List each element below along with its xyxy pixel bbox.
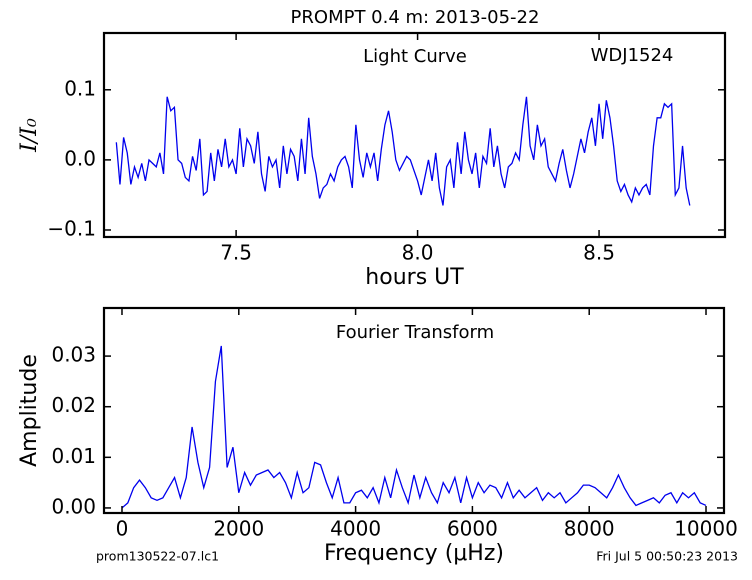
- data-line: [121, 345, 707, 509]
- y-tick-label: −0.1: [47, 216, 96, 240]
- footer-right: Fri Jul 5 00:50:23 2013: [596, 549, 738, 564]
- x-axis-label: hours UT: [365, 265, 464, 290]
- x-tick-label: 10000: [674, 517, 738, 541]
- y-tick-label: 0.03: [51, 343, 96, 367]
- axes-frame: [102, 306, 726, 515]
- x-tick-label: 2000: [213, 517, 264, 541]
- y-axis-label: Amplitude: [17, 354, 42, 467]
- x-tick-label: 8.0: [402, 241, 434, 265]
- annotation: WDJ1524: [591, 45, 674, 66]
- x-tick-label: 4000: [330, 517, 381, 541]
- axes-frame: [102, 31, 727, 239]
- annotation: Fourier Transform: [336, 322, 494, 343]
- y-tick-label: 0.01: [51, 444, 96, 468]
- x-tick-label: 7.5: [220, 241, 252, 265]
- data-line: [115, 96, 691, 206]
- y-axis-label: I/I₀: [17, 118, 42, 153]
- annotation: Light Curve: [363, 46, 467, 67]
- x-tick-label: 8.5: [583, 241, 615, 265]
- y-tick-label: 0.00: [51, 494, 96, 518]
- x-axis-label: Frequency (μHz): [324, 541, 504, 566]
- x-tick-label: 8000: [564, 517, 615, 541]
- x-tick-label: 6000: [447, 517, 498, 541]
- y-tick-label: 0.02: [51, 393, 96, 417]
- x-tick-label: 0: [116, 517, 129, 541]
- footer-left: prom130522-07.lc1: [96, 549, 219, 564]
- chart-title: PROMPT 0.4 m: 2013-05-22: [291, 7, 540, 28]
- y-tick-label: 0.0: [64, 146, 96, 170]
- y-tick-label: 0.1: [64, 76, 96, 100]
